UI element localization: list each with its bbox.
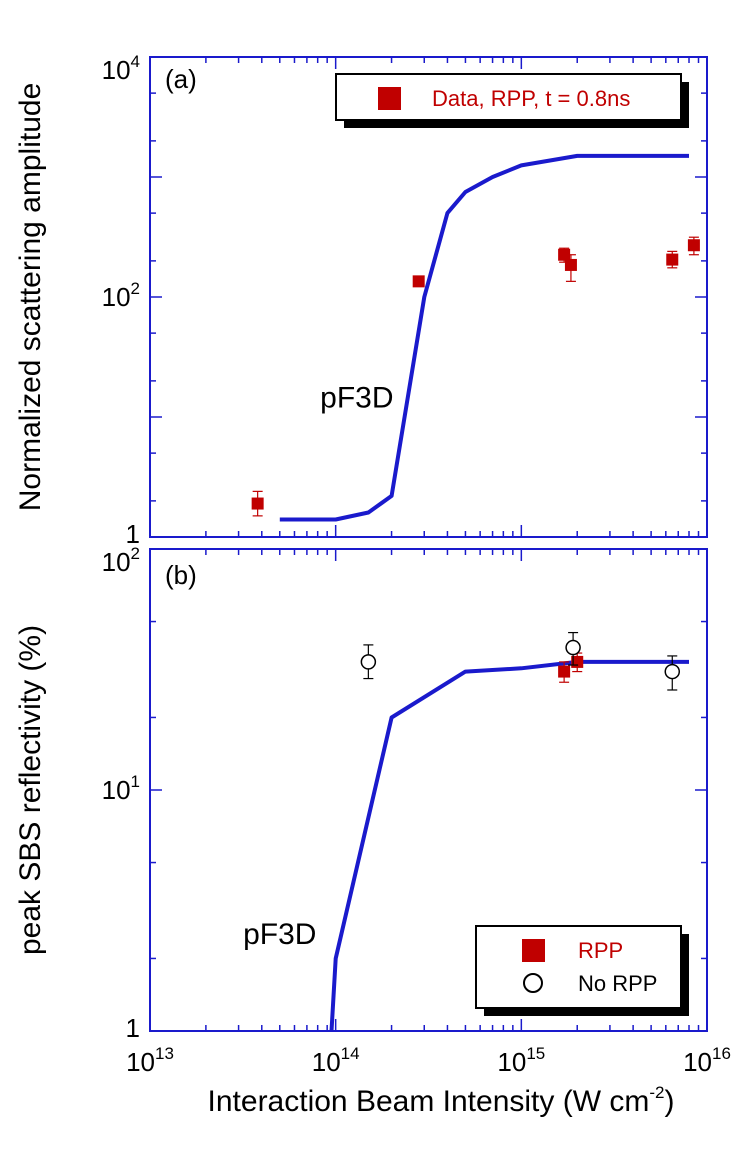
y-tick-label: 104: [102, 52, 140, 85]
rpp-data-point: [666, 253, 679, 266]
x-tick-label: 1014: [312, 1044, 360, 1077]
panel-b-frame: [149, 548, 708, 1032]
panel-b: (b) 102 101 1 1013 1014 1015 1016 pF3D RPP No…: [14, 544, 731, 1118]
panel-a-y-axis-title: Normalized scattering amplitude: [14, 83, 47, 512]
panel-b-legend-label-rpp: RPP: [578, 938, 623, 963]
panel-b-label: (b): [165, 560, 197, 590]
x-tick-labels: 1013 1014 1015 1016: [126, 1044, 731, 1077]
rpp-data-point: [687, 239, 700, 252]
panel-b-plot: [329, 631, 689, 1032]
y-tick-label: 102: [102, 544, 140, 577]
pf3d-model-line: [329, 659, 689, 1032]
no-rpp-data-point: [664, 663, 681, 680]
panel-b-legend-circle-marker: [523, 973, 543, 993]
no-rpp-data-point: [565, 639, 581, 656]
rpp-data-point: [558, 248, 571, 261]
panel-a-ticks: [149, 56, 707, 538]
panel-a-legend: Data, RPP, t = 0.8ns: [335, 73, 689, 128]
panel-b-legend: RPP No RPP: [475, 925, 689, 1016]
y-tick-label: 102: [102, 279, 140, 312]
rpp-data-point: [412, 275, 425, 288]
panel-b-annotation: pF3D: [243, 918, 316, 951]
panel-b-legend-box: [475, 925, 682, 1009]
panel-a-plot: [251, 153, 700, 522]
x-tick-label: 1016: [683, 1044, 731, 1077]
panel-a-annotation: pF3D: [320, 381, 393, 414]
panel-a: (a) 104 102 1 pF3D Data, RPP, t = 0.8ns No…: [14, 52, 708, 549]
panel-a-frame: [149, 56, 708, 538]
panel-a-legend-label: Data, RPP, t = 0.8ns: [432, 86, 630, 111]
rpp-data-point: [251, 497, 264, 510]
x-tick-label: 1013: [126, 1044, 174, 1077]
panel-b-legend-square-marker: [522, 939, 545, 962]
panel-b-y-tick-labels: 102 101 1: [102, 544, 140, 1043]
x-axis-title: Interaction Beam Intensity (W cm-2): [208, 1083, 675, 1118]
panel-b-legend-label-no-rpp: No RPP: [578, 971, 657, 996]
y-tick-label: 1: [126, 1013, 140, 1043]
panel-a-label: (a): [165, 64, 197, 94]
rpp-data-point: [558, 665, 571, 678]
y-tick-label: 101: [102, 772, 140, 805]
x-tick-label: 1015: [497, 1044, 545, 1077]
panel-a-legend-square-marker: [378, 87, 401, 110]
rpp-data-point: [564, 258, 577, 271]
no-rpp-data-point: [360, 654, 377, 670]
panel-a-y-tick-labels: 104 102 1: [102, 52, 140, 549]
panel-a-legend-box: [335, 73, 682, 121]
panel-b-y-axis-title: peak SBS reflectivity (%): [14, 625, 47, 955]
pf3d-model-line: [279, 153, 689, 522]
y-tick-label: 1: [126, 519, 140, 549]
